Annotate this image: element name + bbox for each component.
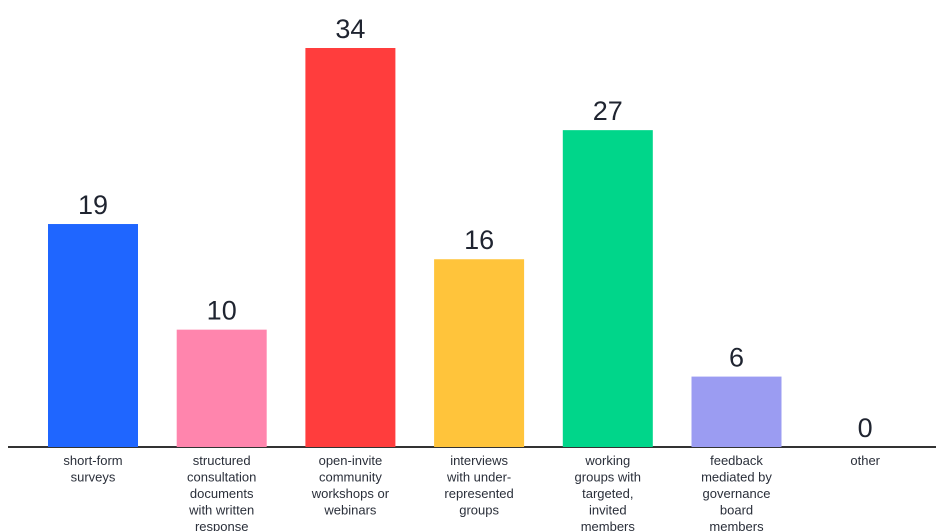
category-label-5-line-3: board: [720, 503, 753, 518]
category-label-4-line-1: groups with: [575, 470, 641, 485]
value-label-5: 6: [729, 343, 744, 373]
category-label-5-line-4: members: [709, 519, 764, 531]
category-label-5-line-2: governance: [703, 486, 771, 501]
category-label-4-line-0: working: [584, 453, 630, 468]
category-label-2-line-2: workshops or: [311, 486, 390, 501]
category-label-1-line-1: consultation: [187, 470, 256, 485]
value-label-0: 19: [78, 190, 108, 220]
category-label-3-line-1: with under-: [446, 470, 511, 485]
category-label-1-line-0: structured: [193, 453, 251, 468]
category-label-5-line-0: feedback: [710, 453, 763, 468]
category-label-3-line-2: represented: [444, 486, 513, 501]
category-label-5-line-1: mediated by: [701, 470, 772, 485]
category-label-1-line-3: with written: [188, 503, 254, 518]
category-label-1-line-2: documents: [190, 486, 254, 501]
category-label-6-line-0: other: [850, 453, 880, 468]
value-labels-group: 19 10 34 16 27 6 0: [78, 14, 873, 443]
category-label-2: open-invite community workshops or webinars: [311, 453, 390, 518]
bar-3: [434, 259, 525, 447]
category-label-1-line-4: response: [195, 519, 248, 531]
category-label-3-line-3: groups: [459, 503, 499, 518]
category-label-0-line-0: short-form: [63, 453, 122, 468]
bar-5: [691, 376, 782, 447]
value-label-3: 16: [464, 225, 494, 255]
category-label-1: structured consultation documents with writ…: [187, 453, 256, 531]
category-label-2-line-0: open-invite: [319, 453, 383, 468]
bar-2: [305, 48, 396, 447]
category-label-2-line-3: webinars: [323, 503, 377, 518]
category-label-0: short-form surveys: [63, 453, 122, 485]
category-label-4-line-4: members: [581, 519, 636, 531]
category-labels-group: short-form surveys structured consultation d…: [63, 453, 880, 531]
value-label-1: 10: [207, 296, 237, 326]
value-label-2: 34: [335, 14, 365, 44]
category-label-3: interviews with under-represented groups: [444, 453, 513, 518]
category-label-0-line-1: surveys: [71, 470, 116, 485]
category-label-4-line-3: invited: [589, 503, 627, 518]
category-label-4-line-2: targeted,: [582, 486, 633, 501]
bar-4: [562, 130, 653, 447]
bar-1: [176, 329, 267, 447]
category-label-3-line-0: interviews: [450, 453, 508, 468]
category-label-6: other: [850, 453, 880, 468]
value-label-4: 27: [593, 96, 623, 126]
category-label-5: feedback mediated by governance board member…: [701, 453, 772, 531]
bars-group: [48, 48, 782, 447]
value-label-6: 0: [858, 413, 873, 443]
category-label-4: working groups with targeted, invited member…: [575, 453, 641, 531]
bar-0: [48, 224, 138, 447]
category-label-2-line-1: community: [319, 470, 382, 485]
